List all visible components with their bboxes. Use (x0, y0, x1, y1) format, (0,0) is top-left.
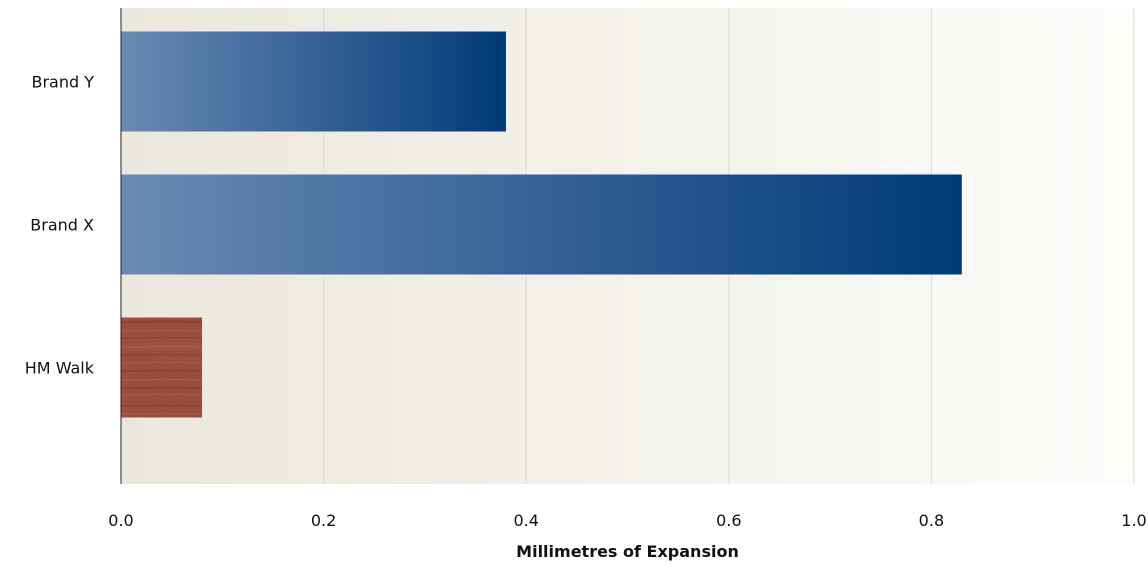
x-tick-label: 1.0 (1121, 511, 1146, 530)
bar-brand-x (121, 174, 962, 275)
bar-brand-y (121, 31, 506, 132)
x-tick-label: 0.2 (311, 511, 336, 530)
category-label: Brand X (30, 216, 94, 235)
category-label: HM Walk (25, 359, 95, 378)
bars (121, 31, 962, 418)
x-tick-label: 0.0 (108, 511, 133, 530)
category-labels: Brand Y Brand X HM Walk (25, 73, 95, 378)
x-axis-title: Millimetres of Expansion (516, 542, 739, 561)
category-label: Brand Y (31, 73, 94, 92)
x-tick-label: 0.8 (919, 511, 944, 530)
x-axis-ticks: 0.0 0.2 0.4 0.6 0.8 1.0 (108, 511, 1146, 530)
x-tick-label: 0.4 (513, 511, 538, 530)
bar-hm-walk (121, 317, 203, 418)
x-tick-label: 0.6 (716, 511, 741, 530)
